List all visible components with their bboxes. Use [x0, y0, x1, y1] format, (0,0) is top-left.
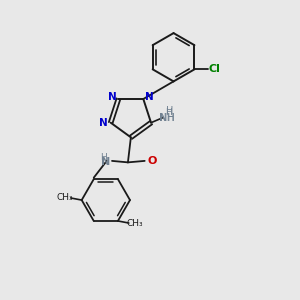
Text: H: H	[100, 153, 106, 162]
Text: H: H	[165, 109, 172, 118]
Text: N: N	[99, 118, 108, 128]
Text: Cl: Cl	[208, 64, 220, 74]
Text: NH: NH	[160, 113, 175, 123]
Text: N: N	[107, 92, 116, 102]
Text: CH₃: CH₃	[126, 219, 143, 228]
Text: CH₃: CH₃	[57, 193, 73, 202]
Text: N: N	[146, 92, 154, 102]
Text: N: N	[101, 158, 110, 167]
Text: O: O	[147, 156, 157, 166]
Text: H: H	[167, 106, 174, 116]
Text: NH: NH	[160, 113, 175, 123]
